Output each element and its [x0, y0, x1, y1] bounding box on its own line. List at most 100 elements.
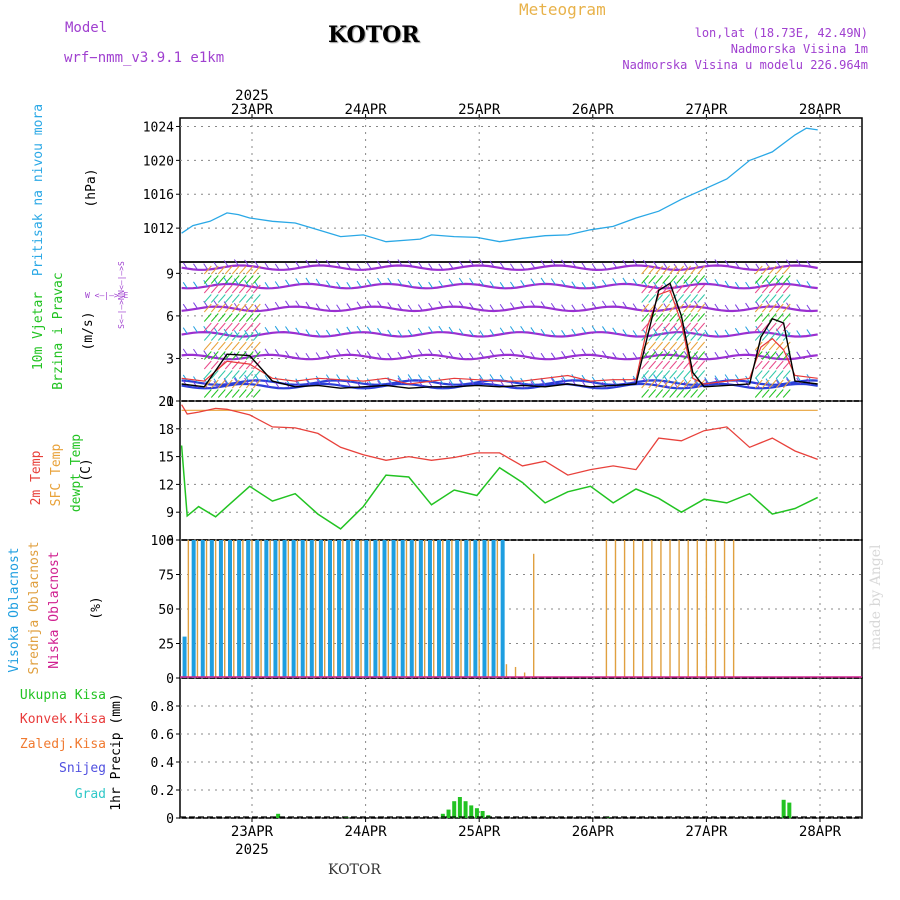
wind-hatch-0-11-232	[231, 370, 240, 379]
wind-barb-2-275	[489, 304, 495, 312]
wind-hatch-1-13-684	[683, 389, 692, 398]
cloud-mid-bar-35	[496, 540, 499, 678]
wind-barb-5-473	[714, 375, 720, 382]
wind-hatch-2-3-776	[775, 294, 784, 303]
wind-barb-4-5	[182, 348, 188, 356]
dewpoint-line	[180, 445, 819, 530]
wind-hatch-0-6-232	[231, 322, 240, 332]
wind-hatch-2-6-776	[775, 322, 784, 332]
wind-hatch-1-7-670	[669, 332, 678, 341]
precip-bar-3	[446, 809, 451, 818]
wind-barb-0-131	[325, 259, 331, 267]
wind-hatch-0-4-253	[252, 303, 261, 313]
wind-hatch-1-0-691	[690, 265, 699, 275]
wind-barb-6-140	[336, 379, 342, 386]
wind-barb-3-185	[387, 329, 393, 337]
cloud-high-bar-30	[455, 540, 460, 678]
wind-barb-4-266	[479, 351, 485, 359]
wind-barb-5-284	[499, 374, 505, 382]
wind-hatch-0-12-253	[252, 379, 261, 389]
ytick-label-2-4: 18	[158, 423, 174, 438]
cloud-mid-bar-3	[205, 540, 208, 678]
wind-hatch-1-5-642	[641, 313, 650, 322]
wind-hatch-0-10-246	[245, 360, 254, 370]
wind-hatch-1-2-663	[662, 284, 671, 294]
wind-hatch-2-11-776	[775, 370, 784, 379]
wind-hatch-2-12-755	[754, 379, 763, 389]
wind-barb-4-473	[714, 351, 720, 359]
wind-barb-4-311	[530, 351, 536, 359]
top-year-label: 2025	[235, 88, 269, 104]
wind-barb-2-50	[233, 303, 239, 310]
wind-barb-4-275	[489, 349, 495, 357]
wind-hatch-2-2-762	[761, 284, 770, 294]
pressure-side-label: Pritisak na nivou mora	[31, 104, 46, 276]
wind-hatch-1-0-649	[648, 265, 657, 275]
wind-hatch-0-8-225	[224, 341, 233, 351]
station-title: KOTOR	[328, 22, 420, 48]
wind-barb-6-419	[653, 379, 658, 386]
wind-side-label-1: 10m Vjetar	[31, 292, 46, 370]
wind-hatch-2-10-776	[775, 360, 784, 370]
bottom-date-label-1: 24APR	[345, 824, 388, 840]
ytick-label-3-0: 0	[166, 672, 174, 687]
wind-hatch-1-6-698	[697, 322, 706, 332]
wind-hatch-1-9-663	[662, 351, 671, 360]
wind-barb-3-77	[264, 326, 270, 334]
wind-hatch-0-0-204	[203, 265, 212, 275]
wind-barb-3-419	[653, 328, 658, 335]
wind-barb-4-140	[336, 349, 342, 356]
wind-hatch-1-5-663	[662, 313, 671, 322]
wind-hatch-0-6-246	[245, 322, 254, 332]
wind-barb-3-239	[448, 326, 454, 334]
wind-hatch-0-2-232	[231, 284, 240, 294]
wind-hatch-2-8-762	[761, 341, 770, 351]
wind-barb-0-545	[796, 259, 802, 266]
wind-hatch-0-0-246	[245, 265, 254, 275]
wind-hatch-0-8-204	[203, 341, 212, 351]
wind-hatch-1-11-642	[641, 370, 650, 379]
wind-hatch-1-2-656	[655, 284, 664, 294]
wind-hatch-1-3-677	[676, 294, 685, 303]
wind-hatch-2-10-762	[761, 360, 770, 370]
cloud-mid-bar-38	[523, 672, 526, 678]
wind-barb-2-158	[356, 301, 362, 309]
cloud-mid-bar-34	[487, 540, 489, 678]
wind-barb-5-113	[305, 377, 311, 384]
pressure-series-line	[181, 127, 818, 243]
cloud-mid-bar-31	[460, 540, 462, 678]
wind-barb-2-230	[438, 301, 444, 308]
wind-barb-4-374	[602, 350, 607, 358]
bottom-date-label-4: 27APR	[685, 824, 728, 840]
cloud-mid-bar-39	[533, 553, 535, 678]
wind-barb-0-212	[417, 261, 423, 269]
wind-hatch-0-2-246	[245, 284, 254, 294]
ytick-label-3-4: 100	[151, 534, 174, 549]
wind-hatch-0-2-218	[217, 284, 226, 294]
bottom-date-label-3: 26APR	[572, 824, 615, 840]
cloud-high-bar-3	[209, 540, 214, 678]
wind-hatch-0-6-211	[210, 322, 219, 332]
wind-barb-3-338	[561, 330, 566, 337]
wind-barb-0-293	[509, 263, 515, 271]
wind-hatch-0-1-218	[217, 275, 226, 284]
top-date-label-3: 26APR	[572, 102, 615, 118]
wind-barb-4-293	[509, 348, 515, 356]
cloud-high-bar-20	[364, 540, 369, 678]
cloud-mid-bar-27	[423, 540, 426, 678]
wind-hatch-1-11-684	[683, 370, 692, 379]
precip-bar-13	[787, 802, 792, 818]
wind-barb-1-194	[397, 278, 403, 286]
model-name: wrf−nmm_v3.9.1 e1km	[64, 50, 225, 66]
wind-hatch-2-5-769	[768, 313, 777, 322]
wind-barb-4-185	[387, 352, 393, 360]
wind-barb-3-545	[796, 330, 802, 337]
wind-hatch-0-5-225	[224, 313, 233, 322]
wind-barb-3-104	[295, 327, 301, 335]
wind-hatch-1-13-656	[655, 389, 664, 398]
wind-barb-3-473	[714, 330, 720, 337]
wind-hatch-1-13-670	[669, 389, 678, 398]
wind-hatch-1-11-656	[655, 370, 664, 379]
cloud-high-bar-7	[246, 540, 251, 678]
wind-barb-1-473	[714, 278, 720, 286]
